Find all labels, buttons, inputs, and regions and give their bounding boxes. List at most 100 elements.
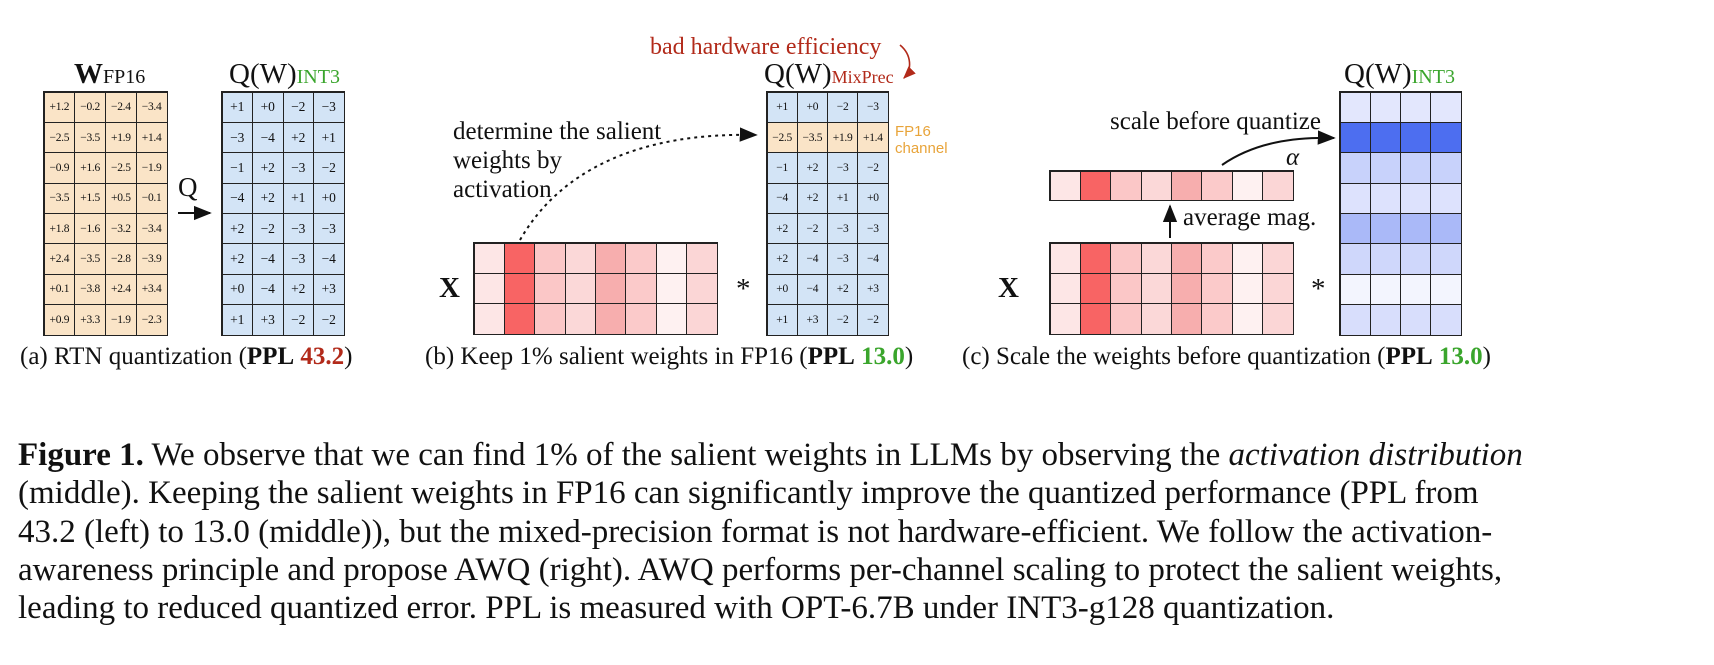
fp16-weight-cell: +2.4 (44, 243, 76, 274)
caption-c-pre: (c) Scale the weights before quantizatio… (962, 343, 1385, 370)
int3-weight-cell: −4 (252, 243, 284, 274)
fp16-weight-cell: −0.2 (74, 92, 106, 123)
mixprec-weight-cell: +3 (797, 304, 828, 335)
q-title-main-b: Q(W) (764, 58, 832, 90)
caption-a-value: 43.2 (300, 343, 344, 370)
activation-cell (565, 273, 596, 304)
caption-b-ppl: PPL (808, 343, 855, 370)
int3-weight-cell: +2 (222, 213, 254, 244)
mixprec-weight-cell: −2 (857, 304, 888, 335)
activation-cell (625, 273, 656, 304)
caption-c-ppl: PPL (1385, 343, 1432, 370)
fp16-weight-cell: −2.4 (105, 92, 137, 123)
scaled-weight-cell (1340, 152, 1371, 183)
w-title-sub: FP16 (103, 66, 145, 88)
average-magnitude-cell (1080, 171, 1111, 201)
scaled-weight-cell (1400, 122, 1431, 153)
scaled-weight-cell (1400, 152, 1431, 183)
fp16-weight-cell: +1.2 (44, 92, 76, 123)
activation-cell (1080, 303, 1111, 334)
figure-caption: Figure 1. We observe that we can find 1%… (18, 436, 1698, 627)
scaled-weight-cell (1430, 152, 1461, 183)
activation-cell (1232, 273, 1263, 304)
scaled-weight-cell (1430, 213, 1461, 244)
fp16-weight-cell: −3.5 (44, 183, 76, 214)
average-magnitude-cell (1201, 171, 1232, 201)
mixprec-weight-cell: +0 (797, 92, 828, 123)
mixprec-weight-cell: +2 (797, 152, 828, 183)
fp16-weight-cell: −3.4 (136, 92, 168, 123)
fp16-weight-cell: +3.4 (136, 274, 168, 305)
scaled-weight-cell (1430, 304, 1461, 335)
activation-cell (1262, 243, 1293, 274)
scaled-weight-cell (1430, 122, 1461, 153)
activation-matrix-c (1049, 242, 1294, 335)
int3-weight-cell: −2 (313, 304, 345, 335)
mixprec-weight-cell: −3 (857, 92, 888, 123)
activation-cell (595, 243, 626, 274)
int3-weight-cell: +1 (222, 304, 254, 335)
mixprec-weight-cell: +1 (767, 304, 798, 335)
activation-cell (565, 303, 596, 334)
int3-weight-cell: +0 (252, 92, 284, 123)
scaled-weight-cell (1430, 183, 1461, 214)
activation-cell (504, 273, 535, 304)
caption-b: (b) Keep 1% salient weights in FP16 (PPL… (425, 343, 913, 371)
activation-cell (625, 303, 656, 334)
scale-before-quantize-label: scale before quantize (1110, 108, 1321, 136)
activation-cell (1110, 243, 1141, 274)
scaled-weight-cell (1400, 213, 1431, 244)
int3-weight-cell: −4 (313, 243, 345, 274)
fp16-weight-cell: −1.6 (74, 213, 106, 244)
fp16-weight-cell: −2.3 (136, 304, 168, 335)
caption-a-ppl: PPL (247, 343, 294, 370)
average-mag-label: average mag. (1183, 204, 1316, 232)
activation-cell (1201, 303, 1232, 334)
activation-cell (595, 273, 626, 304)
activation-cell (1080, 243, 1111, 274)
int3-weight-cell: +2 (283, 274, 315, 305)
scaled-weight-cell (1370, 183, 1401, 214)
int3-weight-cell: −3 (313, 92, 345, 123)
q-title-main-c: Q(W) (1344, 58, 1412, 90)
scaled-weight-cell (1400, 243, 1431, 274)
scaled-weight-cell (1340, 304, 1371, 335)
scaled-weight-cell (1370, 304, 1401, 335)
average-magnitude-cell (1050, 171, 1081, 201)
mixprec-weight-cell: +0 (767, 274, 798, 305)
fp16-weight-cell: −1.9 (105, 304, 137, 335)
mixprec-weight-cell: +2 (767, 243, 798, 274)
fp16-weight-cell: −3.4 (136, 213, 168, 244)
activation-cell (656, 273, 687, 304)
activation-cell (1050, 273, 1081, 304)
int3-weight-cell: +0 (222, 274, 254, 305)
caption-line-5: leading to reduced quantized error. PPL … (18, 589, 1698, 627)
mixprec-weight-cell: +2 (767, 213, 798, 244)
mixprec-weight-cell: +2 (797, 183, 828, 214)
scaled-weight-cell (1340, 274, 1371, 305)
scaled-weight-cell (1400, 274, 1431, 305)
mixprec-weight-cell: −3.5 (797, 122, 828, 153)
int3-weight-cell: −2 (283, 304, 315, 335)
w-fp16-title: WFP16 (74, 58, 145, 91)
caption-c: (c) Scale the weights before quantizatio… (962, 343, 1491, 371)
fp16-weight-cell: +3.3 (74, 304, 106, 335)
scaled-weight-cell (1430, 274, 1461, 305)
activation-cell (1232, 243, 1263, 274)
mixprec-weight-cell: −1 (767, 152, 798, 183)
int3-weight-cell: +0 (313, 183, 345, 214)
int3-weight-cell: −2 (283, 92, 315, 123)
salient-text-2: weights by (453, 147, 562, 175)
activation-cell (1262, 273, 1293, 304)
int3-weight-cell: +2 (252, 183, 284, 214)
scaled-weight-cell (1400, 304, 1431, 335)
salient-text-3: activation (453, 176, 552, 204)
fp16-weight-cell: −3.9 (136, 243, 168, 274)
fp16-weight-cell: −2.5 (44, 122, 76, 153)
mixprec-weight-cell: −2 (827, 92, 858, 123)
fp16-weight-cell: +0.1 (44, 274, 76, 305)
activation-cell (504, 303, 535, 334)
activation-cell (534, 243, 565, 274)
fp16-weight-cell: +1.6 (74, 152, 106, 183)
mixprec-weight-cell: −3 (827, 243, 858, 274)
